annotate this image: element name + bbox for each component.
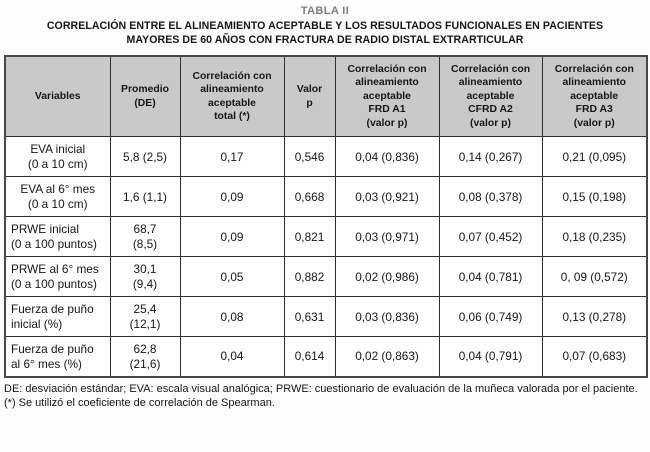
value-cell: 0,04 (0,781) — [438, 256, 543, 298]
variable-cell: EVA inicial (0 a 10 cm) — [4, 136, 111, 178]
value-cell: 0,04 (0,791) — [438, 336, 543, 378]
value-cell: 0,17 — [179, 136, 285, 178]
value-cell: 0,03 (0,836) — [334, 296, 440, 338]
value-cell: 0,08 (0,378) — [438, 176, 543, 218]
value-cell: 0,18 (0,235) — [541, 216, 648, 258]
value-cell: 0,07 (0,683) — [541, 336, 648, 378]
table-head: Variables Promedio (DE) Correlación con … — [4, 55, 648, 138]
footnotes: DE: desviación estándar; EVA: escala vis… — [4, 382, 647, 411]
table-row: PRWE inicial (0 a 100 puntos) 68,7 (8,5) 0… — [4, 216, 648, 258]
value-cell: 0,21 (0,095) — [541, 136, 648, 178]
value-cell: 62,8 (21,6) — [109, 336, 181, 378]
column-header-cfrd-a2: Correlación con alineamiento aceptable C… — [438, 55, 543, 138]
value-cell: 0, 09 (0,572) — [541, 256, 648, 298]
value-cell: 0,08 — [179, 296, 285, 338]
value-cell: 25,4 (12,1) — [109, 296, 181, 338]
table-row: EVA inicial (0 a 10 cm) 5,8 (2,5) 0,17 0,54… — [4, 136, 648, 178]
value-cell: 5,8 (2,5) — [109, 136, 181, 178]
value-cell: 0,631 — [283, 296, 336, 338]
value-cell: 68,7 (8,5) — [109, 216, 181, 258]
footnote-abbreviations: DE: desviación estándar; EVA: escala vis… — [4, 382, 638, 395]
value-cell: 0,04 — [179, 336, 285, 378]
value-cell: 0,04 (0,836) — [334, 136, 440, 178]
column-header-correlacion-total: Correlación con alineamiento aceptable t… — [179, 55, 285, 138]
value-cell: 0,09 — [179, 216, 285, 258]
value-cell: 0,02 (0,863) — [334, 336, 440, 378]
variable-cell: EVA al 6° mes (0 a 10 cm) — [4, 176, 111, 218]
value-cell: 0,614 — [283, 336, 336, 378]
value-cell: 0,668 — [283, 176, 336, 218]
table-row: EVA al 6° mes (0 a 10 cm) 1,6 (1,1) 0,09 0,… — [4, 176, 648, 218]
variable-cell: Fuerza de puño al 6° mes (%) — [4, 336, 111, 378]
footnote-method: (*) Se utilizó el coeficiente de correla… — [4, 397, 275, 410]
table-row: Fuerza de puño al 6° mes (%) 62,8 (21,6) 0… — [4, 336, 648, 378]
value-cell: 30,1 (9,4) — [109, 256, 181, 298]
table-header-row: Variables Promedio (DE) Correlación con … — [4, 55, 648, 138]
value-cell: 0,15 (0,198) — [541, 176, 648, 218]
table-row: Fuerza de puño inicial (%) 25,4 (12,1) 0,0… — [4, 296, 648, 338]
value-cell: 0,882 — [283, 256, 336, 298]
column-header-promedio: Promedio (DE) — [109, 55, 181, 138]
table-title: CORRELACIÓN ENTRE EL ALINEAMIENTO ACEPTA… — [46, 20, 604, 46]
variable-cell: PRWE al 6° mes (0 a 100 puntos) — [4, 256, 111, 298]
value-cell: 0,07 (0,452) — [438, 216, 543, 258]
value-cell: 0,03 (0,921) — [334, 176, 440, 218]
value-cell: 0,14 (0,267) — [438, 136, 543, 178]
value-cell: 1,6 (1,1) — [109, 176, 181, 218]
results-table: Variables Promedio (DE) Correlación con … — [4, 54, 648, 378]
column-header-frd-a3: Correlación con alineamiento aceptable F… — [541, 55, 648, 138]
table-row: PRWE al 6° mes (0 a 100 puntos) 30,1 (9,4… — [4, 256, 648, 298]
value-cell: 0,02 (0,986) — [334, 256, 440, 298]
value-cell: 0,546 — [283, 136, 336, 178]
table-number-label: TABLA II — [300, 5, 350, 17]
column-header-frd-a1: Correlación con alineamiento aceptable F… — [334, 55, 440, 138]
table-body: EVA inicial (0 a 10 cm) 5,8 (2,5) 0,17 0,54… — [4, 136, 648, 378]
value-cell: 0,06 (0,749) — [438, 296, 543, 338]
value-cell: 0,13 (0,278) — [541, 296, 648, 338]
value-cell: 0,05 — [179, 256, 285, 298]
value-cell: 0,821 — [283, 216, 336, 258]
column-header-variables: Variables — [4, 55, 111, 138]
value-cell: 0,09 — [179, 176, 285, 218]
variable-cell: Fuerza de puño inicial (%) — [4, 296, 111, 338]
variable-cell: PRWE inicial (0 a 100 puntos) — [4, 216, 111, 258]
value-cell: 0,03 (0,971) — [334, 216, 440, 258]
table-title-block: TABLA II CORRELACIÓN ENTRE EL ALINEAMIEN… — [0, 0, 650, 48]
column-header-valor-p: Valor p — [283, 55, 336, 138]
